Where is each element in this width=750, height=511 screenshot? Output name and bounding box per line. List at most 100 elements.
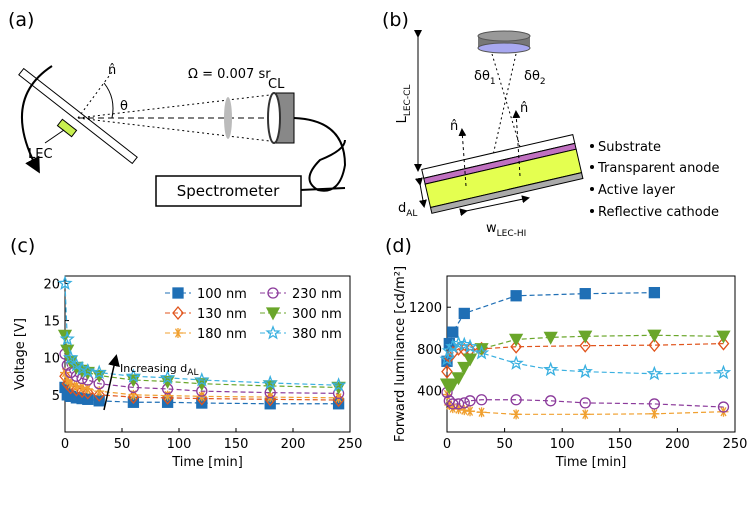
marker: [577, 363, 593, 379]
normal-line: [77, 71, 113, 119]
label: δθ: [524, 69, 540, 84]
marker: [77, 382, 88, 393]
cone-line: [77, 117, 279, 143]
lens-top: [477, 30, 531, 42]
marker: [452, 398, 465, 410]
lens-face: [267, 92, 281, 144]
legend-marker: [172, 287, 184, 299]
legend-label: 130 nm: [197, 307, 247, 322]
marker: [715, 364, 732, 380]
x-axis-label: Time [min]: [171, 455, 243, 470]
label: w: [486, 221, 497, 236]
marker: [82, 383, 93, 394]
marker: [439, 351, 455, 366]
label: δθ1: [474, 69, 496, 87]
x-tick-label: 150: [607, 437, 632, 452]
layer-stack: [421, 133, 584, 214]
marker: [648, 338, 661, 353]
marker: [65, 378, 76, 389]
label: L: [395, 115, 410, 123]
marker: [509, 333, 524, 347]
marker: [445, 378, 460, 392]
series-line: [446, 392, 724, 408]
marker: [465, 406, 476, 417]
y-axis-label: Voltage [V]: [13, 318, 28, 390]
angle-arc: [103, 82, 114, 119]
marker: [510, 394, 522, 406]
marker: [62, 375, 73, 385]
marker: [510, 339, 522, 354]
width-arrow: [459, 195, 530, 217]
marker: [457, 361, 472, 375]
marker: [462, 353, 478, 367]
marker: [441, 364, 453, 379]
label: LEC: [28, 147, 53, 162]
marker: [717, 336, 730, 351]
bullet: [590, 165, 594, 169]
marker: [447, 403, 458, 414]
y-tick-label: 5: [52, 389, 60, 404]
marker: [445, 338, 461, 354]
label: CL: [268, 77, 285, 92]
marker: [462, 338, 478, 354]
x-axis-label: Time [min]: [555, 455, 627, 470]
legend-label: 180 nm: [197, 327, 247, 342]
panel-label: (a): [8, 9, 34, 31]
marker: [647, 329, 662, 343]
marker: [579, 338, 592, 353]
series-line: [64, 353, 339, 394]
marker: [125, 368, 142, 383]
label: AL: [406, 209, 417, 219]
marker: [162, 390, 173, 401]
label: d: [398, 201, 406, 216]
legend-label: 380 nm: [292, 327, 342, 342]
marker: [474, 343, 489, 357]
legend-label: 100 nm: [197, 287, 247, 302]
series-line: [446, 343, 724, 372]
marker: [579, 288, 591, 300]
marker: [128, 389, 139, 400]
x-tick-label: 200: [665, 437, 690, 452]
annotation: Increasing dAL: [120, 362, 198, 378]
normal-arrow: [512, 110, 521, 177]
y-axis-label: Forward luminance [cd/m²]: [393, 266, 408, 442]
label: Spectrometer: [177, 182, 280, 200]
marker: [93, 387, 106, 402]
x-tick-label: 250: [338, 437, 363, 452]
marker: [648, 398, 661, 410]
label: wLEC-HI: [486, 221, 526, 239]
panel-label: (b): [382, 9, 409, 31]
marker: [648, 286, 661, 299]
plot-frame: [446, 275, 736, 433]
marker: [71, 380, 82, 391]
label: n̂: [520, 101, 528, 116]
marker: [464, 395, 476, 407]
marker: [649, 408, 660, 419]
marker: [447, 398, 459, 410]
sample-plate: [18, 67, 138, 165]
series-line: [446, 334, 724, 389]
fiber: [299, 187, 346, 191]
label: δθ2: [524, 69, 546, 87]
legend-label: 230 nm: [292, 287, 342, 302]
marker: [508, 355, 524, 370]
y-tick-label: 15: [43, 315, 60, 330]
marker: [194, 371, 210, 387]
bullet: [590, 187, 594, 191]
marker: [59, 331, 75, 346]
label: Substrate: [598, 140, 661, 155]
marker: [579, 397, 591, 409]
label: n̂: [450, 119, 458, 134]
x-tick-label: 100: [550, 437, 575, 452]
x-tick-label: 200: [281, 437, 306, 452]
panel-a: (a) Spectrometer n̂ θ Ω = 0.007 sr CL LE…: [8, 9, 347, 207]
y-tick-label: 10: [43, 352, 60, 367]
label: LLEC-CL: [395, 85, 413, 124]
y-tick-label: 1200: [409, 301, 442, 316]
label: δθ: [474, 69, 490, 84]
label: θ: [120, 99, 128, 114]
leader: [44, 129, 65, 144]
x-tick-label: 0: [61, 437, 69, 452]
marker: [717, 401, 730, 413]
